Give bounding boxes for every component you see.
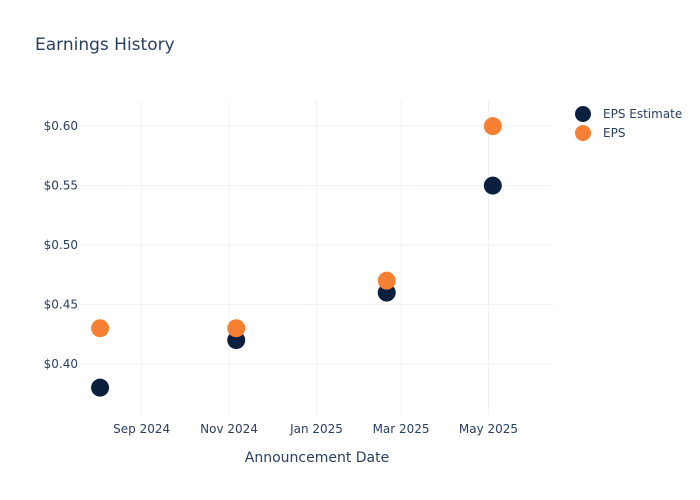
legend-marker (575, 106, 591, 122)
chart-title: Earnings History (35, 35, 175, 55)
x-tick-label: May 2025 (459, 422, 518, 436)
legend-item-eps[interactable]: EPS (575, 125, 625, 141)
eps-point[interactable] (483, 117, 502, 136)
legend-item-eps-estimate[interactable]: EPS Estimate (575, 106, 682, 122)
x-tick-label: Jan 2025 (289, 422, 343, 436)
y-axis-ticks: $0.40 $0.45 $0.50 $0.55 $0.60 (44, 119, 78, 371)
legend-marker (575, 125, 591, 141)
x-axis-ticks: Sep 2024 Nov 2024 Jan 2025 Mar 2025 May 2025 (113, 422, 518, 436)
legend[interactable]: EPS Estimate EPS (575, 106, 682, 141)
data-points (91, 117, 502, 397)
y-tick-label: $0.45 (44, 297, 78, 311)
y-tick-label: $0.60 (44, 119, 78, 133)
y-tick-label: $0.55 (44, 179, 78, 193)
x-axis-title: Announcement Date (245, 450, 389, 466)
eps-point[interactable] (91, 319, 110, 338)
legend-label: EPS Estimate (603, 107, 682, 121)
legend-label: EPS (603, 126, 625, 140)
eps-estimate-point[interactable] (91, 378, 110, 397)
eps-point[interactable] (377, 271, 396, 290)
y-tick-label: $0.50 (44, 238, 78, 252)
eps-estimate-point[interactable] (483, 176, 502, 195)
eps-point[interactable] (227, 319, 246, 338)
grid-layer (80, 100, 553, 415)
y-tick-label: $0.40 (44, 357, 78, 371)
x-tick-label: Mar 2025 (373, 422, 430, 436)
x-tick-label: Nov 2024 (200, 422, 258, 436)
x-tick-label: Sep 2024 (113, 422, 170, 436)
